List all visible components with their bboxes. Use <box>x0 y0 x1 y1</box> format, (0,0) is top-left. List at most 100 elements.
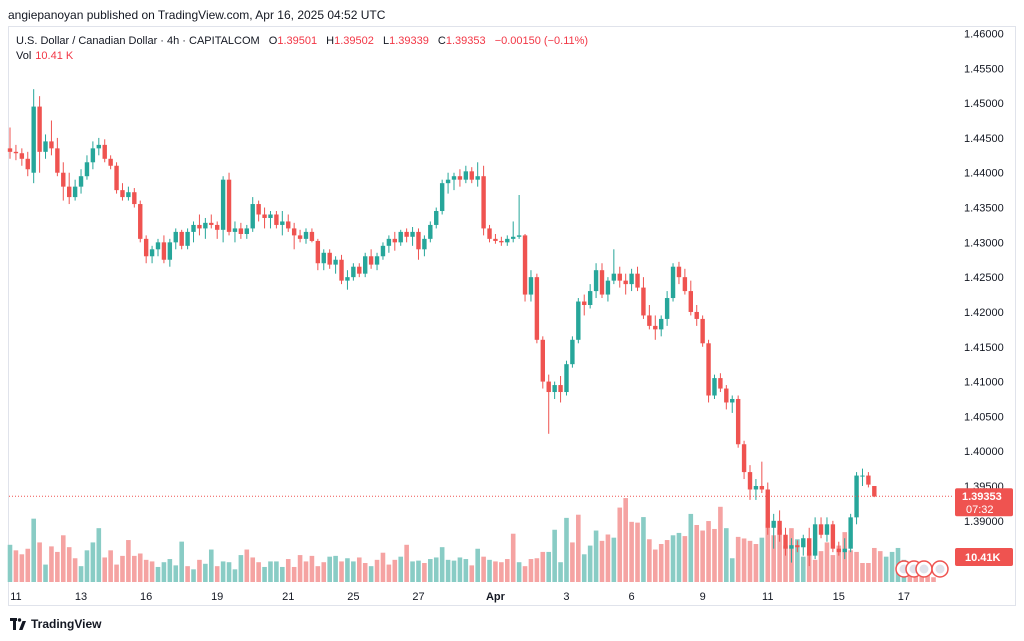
candle <box>546 374 551 434</box>
candle <box>238 222 244 239</box>
volume-bar <box>806 552 812 582</box>
candle-body <box>120 190 125 198</box>
candle <box>439 179 445 215</box>
candle-body <box>670 266 676 299</box>
volume-bar <box>765 523 771 582</box>
candle <box>220 176 226 243</box>
candle <box>522 233 528 302</box>
volume-bar <box>658 544 664 582</box>
y-axis-label: 1.44000 <box>964 168 1004 180</box>
candle <box>215 221 220 239</box>
candle <box>629 268 634 292</box>
candle-body <box>55 148 60 173</box>
volume-bar <box>747 540 753 582</box>
y-axis-label: 1.40500 <box>964 411 1004 423</box>
volume-bar <box>60 535 66 582</box>
volume-bar <box>812 559 818 582</box>
candle <box>321 249 326 271</box>
volume-bar <box>96 528 102 582</box>
candle <box>534 273 540 344</box>
candle-body <box>795 545 800 548</box>
y-axis-label: 1.41500 <box>964 342 1004 354</box>
candle <box>256 200 261 222</box>
volume-bar <box>670 535 676 582</box>
volume-bar <box>416 560 421 582</box>
volume-bar <box>132 555 137 582</box>
volume-bar <box>564 517 569 582</box>
candle-body <box>676 266 682 278</box>
candle-body <box>552 385 557 393</box>
candle-body <box>197 224 202 229</box>
candle <box>132 188 137 208</box>
candle-body <box>226 179 232 232</box>
tradingview-footer[interactable]: TradingView <box>10 617 101 631</box>
candle <box>72 179 78 201</box>
candle <box>682 268 688 295</box>
chart-legend: U.S. Dollar / Canadian Dollar · 4h · CAP… <box>16 34 588 64</box>
candle-body <box>854 475 859 518</box>
candle <box>197 214 202 236</box>
candle-body <box>25 158 30 170</box>
candle <box>623 273 628 295</box>
x-axis-label: 19 <box>211 591 223 603</box>
candle <box>120 183 125 201</box>
candle-body <box>303 231 309 239</box>
candle-body <box>439 183 445 212</box>
volume-bar <box>84 550 90 582</box>
volume-bar <box>315 566 321 582</box>
candle <box>611 249 617 285</box>
candle <box>505 235 510 246</box>
candle <box>161 235 167 264</box>
volume-bar <box>587 545 593 582</box>
candle-body <box>126 192 131 198</box>
event-flag-icon <box>931 560 949 578</box>
candle <box>558 376 563 403</box>
candle <box>404 228 409 243</box>
candle-body <box>570 339 575 365</box>
candle-body <box>215 224 220 230</box>
candle <box>191 221 196 243</box>
candle <box>179 229 184 250</box>
x-axis-label: 25 <box>347 591 359 603</box>
candle <box>647 305 652 330</box>
volume-bar <box>102 557 108 582</box>
candle <box>765 482 770 535</box>
candle <box>659 315 664 337</box>
volume-bar <box>877 551 883 582</box>
candle-body <box>735 398 741 445</box>
candle-body <box>653 325 658 330</box>
y-axis-label: 1.42000 <box>964 307 1004 319</box>
volume-label[interactable]: Vol <box>16 50 32 62</box>
candle <box>126 186 131 201</box>
volume-bar <box>925 574 930 582</box>
candle-body <box>280 221 285 225</box>
volume-bar <box>333 555 338 582</box>
candle <box>333 256 338 274</box>
candle <box>90 141 96 170</box>
volume-bar <box>860 563 865 582</box>
candle <box>226 172 232 236</box>
volume-bar <box>55 551 60 582</box>
volume-bar <box>309 555 315 582</box>
volume-bar <box>356 557 362 582</box>
volume-bar <box>380 552 386 582</box>
candle-body <box>351 266 356 278</box>
x-axis-label: 11 <box>10 591 21 603</box>
high-label: H <box>326 35 335 47</box>
volume-bar <box>167 559 173 582</box>
candle-body <box>546 381 551 393</box>
volume-bar <box>724 528 729 582</box>
volume-bar <box>883 556 889 582</box>
volume-bar <box>718 506 723 582</box>
x-axis-label: 16 <box>140 591 152 603</box>
candle-body <box>647 315 652 326</box>
candle-body <box>368 256 374 265</box>
volume-bar <box>889 551 895 582</box>
volume-bar <box>481 556 486 582</box>
volume-bar <box>487 559 492 582</box>
candle <box>96 137 101 156</box>
candle <box>475 162 480 187</box>
candle-body <box>617 273 622 281</box>
symbol-title[interactable]: U.S. Dollar / Canadian Dollar · 4h · CAP… <box>16 35 260 47</box>
